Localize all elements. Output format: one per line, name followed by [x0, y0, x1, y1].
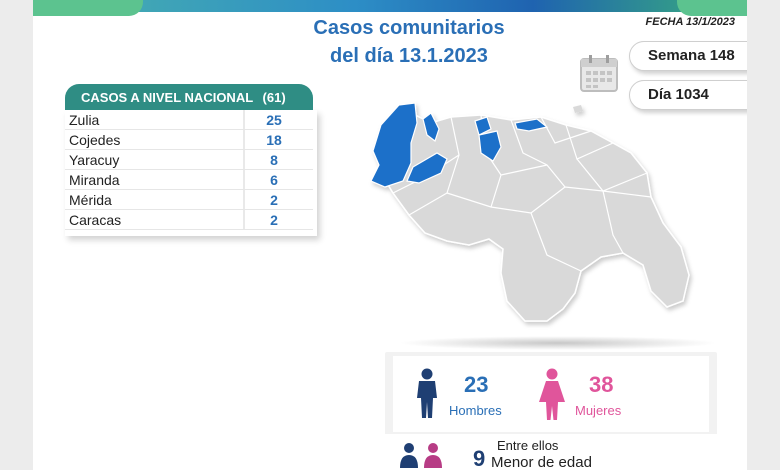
table-row: Zulia 25	[65, 110, 313, 130]
state-name: Yaracuy	[69, 152, 120, 168]
table-row: Caracas 2	[65, 210, 313, 230]
infographic-card: Casos comunitarios del día 13.1.2023 FEC…	[33, 0, 747, 470]
map-state-zulia	[370, 102, 418, 188]
map-state-miranda	[514, 118, 549, 132]
title-line-2: del día 13.1.2023	[330, 45, 488, 67]
map-island	[573, 105, 583, 113]
minors-label-2: Menor de edad	[491, 454, 592, 470]
title-line-1: Casos comunitarios	[313, 17, 505, 39]
state-count: 8	[243, 150, 303, 169]
women-count: 38	[589, 372, 614, 397]
page-title: Casos comunitarios del día 13.1.2023	[273, 14, 545, 70]
national-cases-table: CASOS A NIVEL NACIONAL (61) Zulia 25 Coj…	[65, 84, 313, 230]
state-count: 6	[243, 170, 303, 189]
couple-icon	[400, 443, 442, 468]
map-state-trujillo-area	[422, 112, 440, 142]
table-row: Yaracuy 8	[65, 150, 313, 170]
calendar-icon	[580, 55, 618, 92]
virus-decoration-right	[677, 0, 747, 16]
map-state-yaracuy	[474, 116, 492, 136]
minors-count: 9	[473, 446, 486, 470]
minors-label-1: Entre ellos	[497, 438, 559, 453]
state-count: 18	[243, 130, 303, 149]
state-name: Cojedes	[69, 132, 121, 148]
state-count: 2	[243, 210, 303, 229]
men-label: Hombres	[449, 403, 502, 418]
week-badge: Semana 148	[629, 41, 747, 71]
day-badge: Día 1034	[629, 80, 747, 110]
table-header-label: CASOS A NIVEL NACIONAL	[81, 90, 253, 105]
date-label: FECHA 13/1/2023	[645, 16, 735, 28]
stats-shadow	[398, 336, 718, 350]
state-count: 2	[243, 190, 303, 209]
table-header-total: (61)	[262, 90, 286, 105]
female-person-icon	[539, 368, 565, 420]
table-header: CASOS A NIVEL NACIONAL (61)	[65, 84, 313, 110]
table-row: Miranda 6	[65, 170, 313, 190]
women-label: Mujeres	[575, 403, 622, 418]
table-row: Cojedes 18	[65, 130, 313, 150]
state-name: Caracas	[69, 212, 122, 228]
men-count: 23	[464, 372, 489, 397]
map-state-cojedes	[478, 130, 502, 162]
state-name: Mérida	[69, 192, 112, 208]
table-row: Mérida 2	[65, 190, 313, 210]
venezuela-map	[370, 102, 690, 322]
state-count: 25	[243, 110, 303, 129]
state-name: Zulia	[69, 112, 100, 128]
top-band	[33, 0, 747, 12]
map-state-merida	[406, 152, 448, 184]
virus-decoration-left	[33, 0, 143, 16]
state-name: Miranda	[69, 172, 120, 188]
male-person-icon	[417, 368, 437, 418]
